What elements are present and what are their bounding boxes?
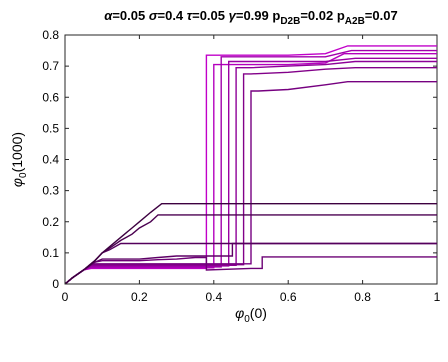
axis-label-suffix: (1000) (9, 132, 25, 172)
title-part: =0.07 (365, 8, 398, 23)
x-tick-label: 0.6 (280, 290, 297, 304)
title-part: =0.05 (192, 8, 229, 23)
y-tick-label: 0.8 (42, 28, 59, 42)
y-tick-label: 0.4 (42, 153, 59, 167)
axis-label-suffix: (0) (250, 305, 267, 321)
title-part: α (104, 8, 113, 23)
title-part: =0.99 p (236, 8, 281, 23)
title-part: A2B (345, 16, 365, 27)
y-tick-label: 0.5 (42, 121, 59, 135)
x-axis-label: φ0(0) (235, 305, 267, 325)
title-part: τ (187, 8, 193, 23)
title-part: γ (229, 8, 237, 23)
series-layer (64, 45, 437, 285)
axis-label-sub: 0 (18, 172, 29, 178)
series-line-3 (64, 49, 437, 285)
y-tick-label: 0.3 (42, 184, 59, 198)
x-axis-ticks: 0 0.2 0.4 0.6 0.8 1 (62, 35, 441, 304)
x-tick-label: 0.8 (354, 290, 371, 304)
axis-label-main: φ (235, 305, 244, 321)
y-axis-label: φ0(1000) (9, 132, 29, 187)
chart-title: α=0.05 σ=0.4 τ=0.05 γ=0.99 pD2B=0.02 pA2… (104, 8, 397, 27)
x-tick-label: 0.4 (205, 290, 222, 304)
y-tick-label: 0.7 (42, 59, 59, 73)
y-tick-label: 0.1 (42, 246, 59, 260)
axis-label-main: φ (9, 178, 25, 187)
y-tick-label: 0.6 (42, 90, 59, 104)
y-tick-label: 0.2 (42, 215, 59, 229)
title-part: =0.4 (158, 8, 187, 23)
axis-label-sub: 0 (244, 314, 250, 325)
title-part: =0.02 p (300, 8, 345, 23)
x-tick-label: 0 (62, 290, 69, 304)
title-part: σ (149, 8, 159, 23)
x-tick-label: 0.2 (131, 290, 148, 304)
x-tick-label: 1 (434, 290, 441, 304)
series-line-12 (64, 202, 437, 285)
title-part: D2B (280, 16, 300, 27)
title-part: =0.05 (112, 8, 149, 23)
y-tick-label: 0 (52, 277, 59, 291)
y-axis-ticks: 0 0.1 0.2 0.3 0.4 0.5 0.6 0.7 0.8 (42, 28, 437, 291)
